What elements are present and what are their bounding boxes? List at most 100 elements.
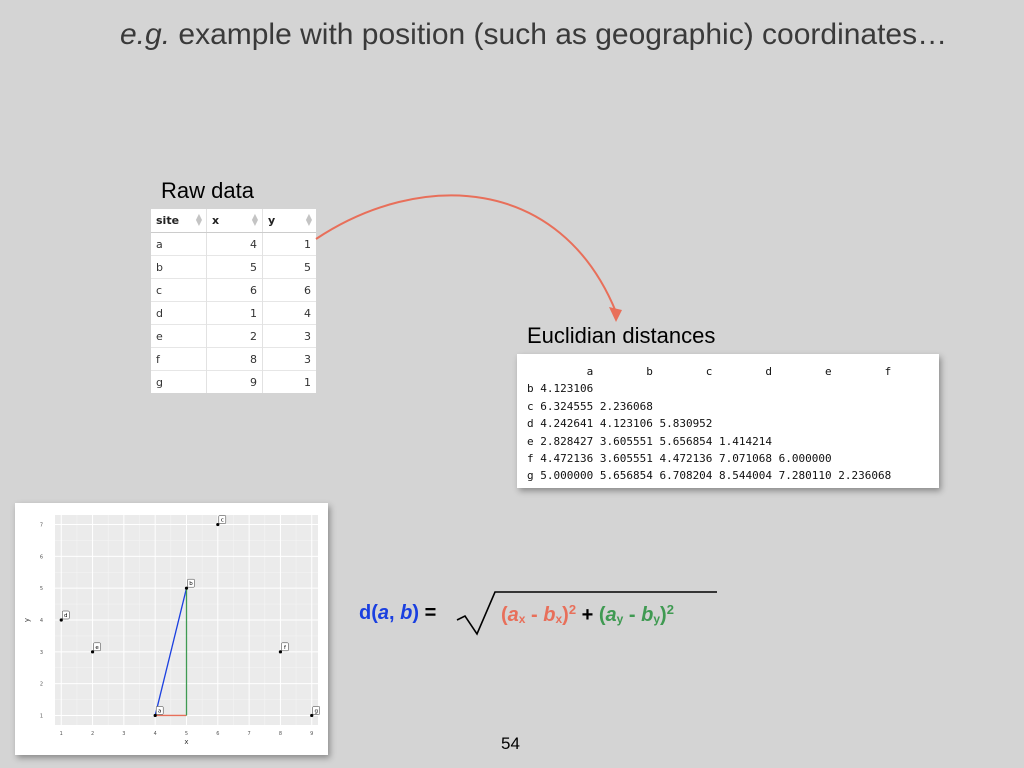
y-tick-label: 1 — [40, 713, 43, 719]
x-term-a-sub: x — [518, 612, 526, 626]
data-point-c — [216, 522, 220, 527]
table-cell-site: b — [151, 255, 207, 279]
slide-title: e.g. example with position (such as geog… — [120, 18, 947, 52]
point-label-box — [187, 578, 195, 588]
x-open-paren: ( — [501, 604, 508, 626]
table-cell-site: c — [151, 278, 207, 302]
column-header-y[interactable]: y ▲ ▼ — [262, 209, 316, 233]
table-cell-site: e — [151, 324, 207, 348]
title-text: example with position (such as geographi… — [170, 18, 948, 51]
formula-d: d( — [359, 602, 378, 624]
formula-equals: = — [419, 602, 437, 624]
y-term-a-sub: y — [616, 612, 624, 626]
x-tick-label: 8 — [279, 731, 282, 737]
column-header-site[interactable]: site ▲ ▼ — [151, 209, 207, 233]
point-label-box — [312, 706, 320, 715]
table-cell-y: 1 — [262, 232, 316, 256]
column-header-label: site — [156, 214, 180, 227]
formula-plus: + — [576, 604, 599, 626]
table-cell-site: f — [151, 347, 207, 371]
table-cell-x: 9 — [206, 370, 264, 393]
y-close-paren: ) — [660, 604, 667, 626]
data-point-b — [184, 586, 189, 590]
x-tick-label: 1 — [60, 731, 63, 737]
formula-lhs: d(a, b) = — [359, 602, 436, 625]
point-label-box — [62, 610, 70, 620]
x-tick-label: 7 — [248, 731, 251, 737]
formula-b: b — [400, 602, 413, 624]
y-open-paren: ( — [598, 604, 606, 626]
x-term-b-sub: x — [555, 612, 563, 626]
formula-y-term: (ay - by)2 — [598, 602, 674, 626]
distances-label: Euclidian distances — [527, 323, 716, 348]
distance-matrix-output: a b c d e f b 4.123106 c 6.324555 2.2360… — [517, 354, 939, 488]
column-header-label: x — [212, 214, 220, 227]
y-tick-label: 6 — [40, 554, 43, 560]
table-cell-y: 6 — [262, 278, 316, 302]
sort-icon[interactable]: ▲ ▼ — [195, 212, 202, 227]
euclidean-formula: d(a, b) = (ax - bx)2 + (ay - by)2 — [359, 588, 739, 644]
x-tick-label: 2 — [91, 731, 94, 737]
data-point-f — [278, 650, 283, 654]
table-cell-x: 5 — [206, 255, 264, 279]
formula-x-term: (ax - bx)2 — [501, 602, 577, 626]
x-term-b: b — [543, 604, 556, 626]
sort-icon[interactable]: ▲ ▼ — [305, 212, 312, 227]
page-number: 54 — [501, 734, 520, 753]
data-point-g — [310, 713, 314, 718]
y-tick-label: 4 — [40, 618, 43, 624]
y-tick-label: 2 — [40, 682, 43, 688]
table-cell-y: 1 — [262, 370, 316, 393]
table-cell-x: 4 — [206, 232, 264, 256]
table-cell-y: 3 — [262, 347, 316, 371]
point-label-g: g — [314, 708, 318, 714]
point-label-box — [281, 642, 289, 652]
y-tick-label: 5 — [40, 586, 43, 592]
table-cell-x: 1 — [206, 301, 264, 325]
table-cell-y: 4 — [262, 301, 316, 325]
table-cell-site: a — [151, 232, 207, 256]
x-tick-label: 9 — [310, 731, 313, 737]
formula-a: a — [377, 602, 390, 624]
data-point-d — [59, 618, 63, 622]
point-label-box — [93, 642, 101, 652]
table-cell-x: 6 — [206, 278, 264, 302]
column-header-x[interactable]: x ▲ ▼ — [206, 209, 264, 233]
x-term-minus: - — [525, 604, 544, 626]
point-label-f: f — [284, 645, 287, 651]
sort-icon[interactable]: ▲ ▼ — [251, 212, 259, 227]
data-point-a — [153, 713, 157, 718]
scatter-plot: 1 2 3 4 5 6 7 8 9 1 2 3 4 5 6 7 x y a b c d e f g — [15, 503, 328, 755]
raw-data-label: Raw data — [161, 178, 254, 203]
formula-rhs: (ax - bx)2 + (ay - by)2 — [501, 602, 674, 627]
point-label-box — [218, 515, 227, 524]
scatter-plot-svg: 1 2 3 4 5 6 7 8 9 1 2 3 4 5 6 7 x y a b c d e f g — [23, 515, 320, 746]
formula-comma: , — [389, 602, 401, 624]
point-label-c: c — [221, 518, 224, 524]
distance-matrix-text: a b c d e f b 4.123106 c 6.324555 2.2360… — [527, 365, 892, 483]
y-tick-label: 3 — [40, 650, 43, 656]
y-square: 2 — [666, 602, 674, 617]
square-root-icon — [456, 591, 717, 636]
table-cell-y: 5 — [262, 255, 316, 279]
point-label-b: b — [189, 581, 193, 587]
column-header-label: y — [268, 214, 276, 227]
y-term-a: a — [605, 604, 617, 626]
table-cell-y: 3 — [262, 324, 316, 348]
y-term-b-sub: y — [653, 612, 661, 626]
x-axis-label: x — [184, 738, 188, 746]
point-label-d: d — [64, 613, 68, 619]
y-term-minus: - — [623, 604, 642, 626]
table-cell-site: d — [151, 301, 207, 325]
x-tick-label: 3 — [122, 731, 125, 737]
title-eg: e.g. — [120, 18, 171, 51]
x-square: 2 — [568, 602, 577, 617]
x-tick-label: 5 — [185, 731, 188, 737]
distance-segment — [154, 588, 188, 716]
point-label-a: a — [158, 708, 161, 714]
